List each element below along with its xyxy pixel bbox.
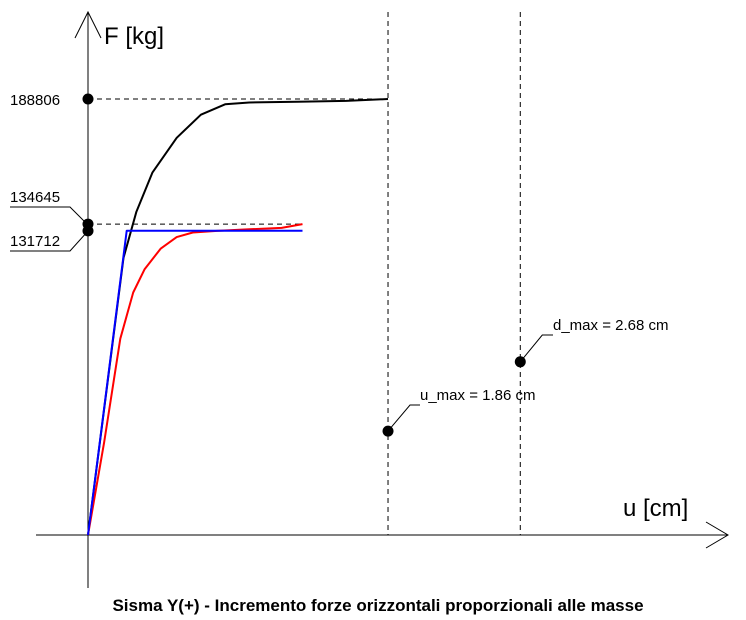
annotation-leader-1 (519, 334, 553, 363)
y-tick-label-0: 188806 (10, 92, 60, 109)
axes (36, 10, 729, 588)
x-axis-arrow (705, 521, 729, 549)
annotation-leader-0 (387, 404, 420, 432)
x-axis-title: u [cm] (623, 495, 688, 522)
guide-lines (88, 12, 521, 535)
y-tick-label-2: 131712 (10, 233, 60, 250)
y-tick-label-1: 134645 (10, 189, 60, 206)
y-tick-leader-2 (10, 230, 89, 252)
y-tick-leader-1 (10, 206, 89, 226)
y-axis-title: F [kg] (104, 23, 164, 50)
bilinear-line (87, 229, 303, 536)
chart-caption: Sisma Y(+) - Incremento forze orizzontal… (112, 596, 643, 615)
y-tick-marker-0 (82, 93, 94, 105)
y-axis-arrow (74, 10, 102, 39)
series-group (87, 98, 389, 536)
annotation-label-1: d_max = 2.68 cm (553, 317, 668, 334)
capacity-curve-line (87, 98, 389, 536)
annotation-label-0: u_max = 1.86 cm (420, 387, 535, 404)
equivalent-curve-line (87, 223, 303, 536)
labels: 188806 134645 131712 u_max = 1.86 cm d_max =… (10, 92, 668, 432)
